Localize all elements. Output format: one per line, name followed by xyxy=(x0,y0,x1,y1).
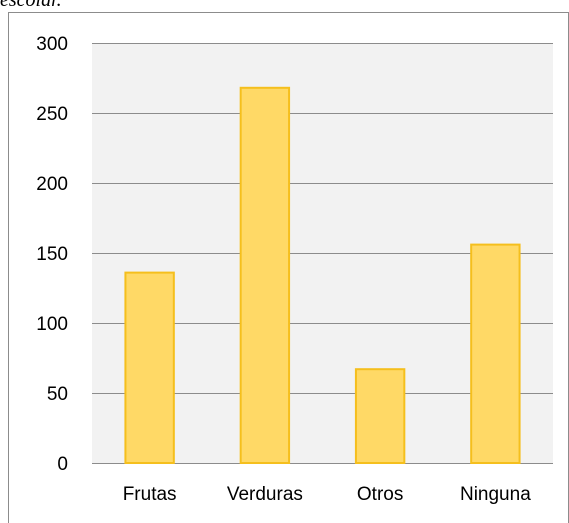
x-tick-label: Otros xyxy=(357,484,403,505)
y-tick-label: 250 xyxy=(36,104,68,125)
y-tick-label: 0 xyxy=(57,454,68,475)
bar xyxy=(239,86,291,465)
y-tick-label: 300 xyxy=(36,34,68,55)
bar xyxy=(354,368,406,465)
y-tick-label: 200 xyxy=(36,174,68,195)
x-tick-label: Verduras xyxy=(227,484,303,505)
y-tick-label: 150 xyxy=(36,244,68,265)
y-tick-label: 50 xyxy=(47,384,68,405)
x-tick-label: Ninguna xyxy=(460,484,531,505)
y-tick-label: 100 xyxy=(36,314,68,335)
bar xyxy=(470,243,521,464)
caption: escolar. xyxy=(0,0,62,11)
bar xyxy=(124,271,175,464)
x-tick-label: Frutas xyxy=(123,484,177,505)
